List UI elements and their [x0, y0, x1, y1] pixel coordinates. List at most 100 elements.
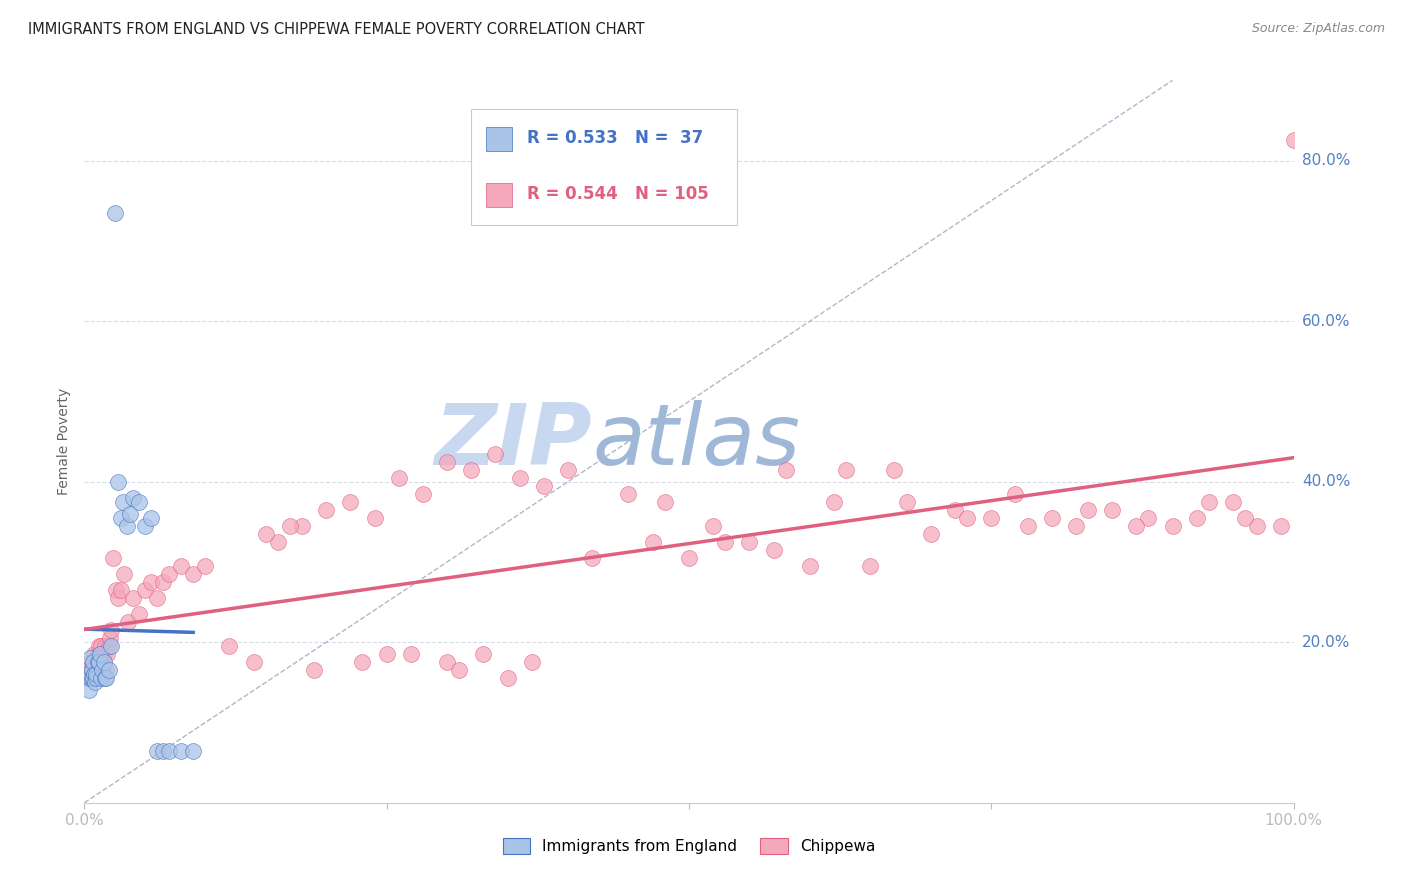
Point: [121, 591, 143, 605]
Point: [112, 567, 135, 582]
Point: [896, 494, 918, 508]
Point: [134, 583, 156, 598]
Point: [375, 648, 398, 662]
Point: [86, 664, 108, 678]
Point: [363, 510, 385, 524]
Point: [242, 655, 264, 669]
Point: [943, 502, 966, 516]
Point: [80, 664, 103, 678]
Text: ZIP: ZIP: [434, 400, 592, 483]
Point: [460, 462, 482, 476]
Point: [83, 655, 105, 669]
Point: [654, 494, 676, 508]
Point: [103, 550, 125, 566]
Point: [77, 671, 100, 685]
Point: [1222, 494, 1244, 508]
Point: [86, 671, 108, 685]
Point: [678, 550, 700, 566]
Point: [181, 744, 204, 758]
Point: [91, 664, 114, 678]
Point: [641, 534, 664, 549]
Point: [762, 542, 785, 557]
Point: [80, 671, 103, 685]
Point: [170, 558, 193, 574]
Point: [117, 615, 139, 630]
Point: [581, 550, 603, 566]
Point: [254, 526, 277, 541]
Point: [80, 671, 103, 685]
Point: [1246, 518, 1268, 533]
Point: [80, 664, 103, 678]
Point: [94, 671, 117, 685]
Point: [104, 205, 127, 219]
Point: [484, 446, 506, 460]
Point: [152, 744, 174, 758]
Point: [1198, 494, 1220, 508]
Point: [89, 648, 111, 662]
Point: [77, 683, 100, 698]
Point: [1064, 518, 1087, 533]
Point: [157, 567, 180, 582]
Point: [859, 558, 882, 574]
Point: [121, 491, 143, 505]
Point: [799, 558, 821, 574]
Point: [115, 518, 138, 533]
Point: [146, 591, 169, 605]
Point: [128, 607, 150, 621]
Point: [79, 671, 101, 685]
Point: [79, 651, 101, 665]
Point: [86, 655, 108, 669]
Point: [714, 534, 737, 549]
Point: [90, 639, 112, 653]
Point: [472, 648, 495, 662]
Point: [139, 574, 162, 589]
Point: [1270, 518, 1292, 533]
Point: [87, 655, 110, 669]
Point: [79, 655, 101, 669]
Point: [93, 655, 115, 669]
Point: [112, 494, 135, 508]
Point: [94, 671, 117, 685]
Point: [1004, 486, 1026, 500]
Point: [388, 470, 411, 484]
Point: [702, 518, 724, 533]
Text: R = 0.533   N =  37: R = 0.533 N = 37: [527, 129, 703, 147]
FancyBboxPatch shape: [486, 183, 512, 207]
Point: [86, 667, 108, 681]
Point: [520, 655, 543, 669]
Text: Source: ZipAtlas.com: Source: ZipAtlas.com: [1251, 22, 1385, 36]
Point: [170, 744, 193, 758]
Point: [146, 744, 169, 758]
Point: [436, 454, 458, 469]
Point: [94, 639, 117, 653]
Point: [110, 583, 132, 598]
Text: 80.0%: 80.0%: [1302, 153, 1350, 168]
Point: [617, 486, 640, 500]
Point: [110, 510, 132, 524]
Text: 20.0%: 20.0%: [1302, 635, 1350, 649]
Point: [79, 671, 101, 685]
Legend: Immigrants from England, Chippewa: Immigrants from England, Chippewa: [496, 832, 882, 860]
Point: [883, 462, 905, 476]
Point: [738, 534, 761, 549]
Point: [128, 494, 150, 508]
Point: [91, 655, 114, 669]
Point: [100, 639, 122, 653]
Point: [1137, 510, 1160, 524]
Point: [1101, 502, 1123, 516]
Point: [1077, 502, 1099, 516]
Point: [1282, 133, 1305, 147]
Point: [152, 574, 174, 589]
Point: [278, 518, 301, 533]
Point: [82, 671, 104, 685]
Point: [134, 518, 156, 533]
Text: atlas: atlas: [592, 400, 800, 483]
Point: [775, 462, 797, 476]
Point: [86, 655, 108, 669]
Point: [77, 664, 100, 678]
Point: [83, 667, 105, 681]
Point: [1185, 510, 1208, 524]
Point: [97, 639, 120, 653]
Point: [139, 510, 162, 524]
Text: 40.0%: 40.0%: [1302, 475, 1350, 489]
